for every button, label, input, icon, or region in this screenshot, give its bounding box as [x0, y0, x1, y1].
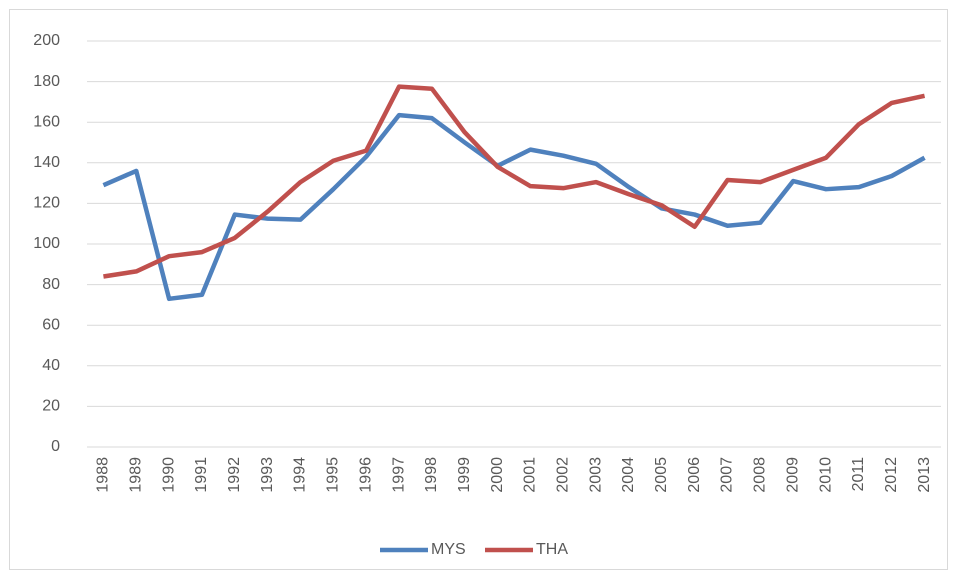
x-tick-label: 1996 — [357, 457, 374, 493]
x-tick-label: 1993 — [259, 457, 276, 493]
x-tick-label: 2011 — [850, 457, 867, 492]
x-tick-label: 2010 — [817, 457, 834, 493]
x-tick-label: 1989 — [127, 457, 144, 493]
x-tick-label: 2013 — [916, 457, 933, 493]
x-tick-label: 1988 — [95, 457, 112, 493]
y-tick-label: 40 — [42, 357, 60, 374]
x-tick-label: 1997 — [390, 457, 407, 493]
y-tick-label: 180 — [33, 73, 60, 90]
x-tick-label: 2009 — [784, 457, 801, 493]
x-tick-label: 2005 — [653, 457, 670, 493]
x-tick-label: 2006 — [686, 457, 703, 493]
x-tick-label: 1999 — [456, 457, 473, 493]
y-tick-label: 60 — [42, 316, 60, 333]
x-tick-label: 2007 — [719, 457, 736, 493]
x-tick-label: 2001 — [522, 457, 539, 493]
y-tick-label: 0 — [51, 438, 60, 455]
y-tick-label: 140 — [33, 154, 60, 171]
x-tick-label: 1995 — [325, 457, 342, 493]
x-tick-label: 2012 — [883, 457, 900, 493]
y-tick-label: 80 — [42, 276, 60, 293]
x-tick-label: 1991 — [193, 457, 210, 493]
x-tick-label: 2008 — [752, 457, 769, 493]
x-tick-label: 1994 — [292, 457, 309, 493]
y-tick-label: 20 — [42, 398, 60, 415]
legend-label: THA — [536, 541, 568, 558]
series-line — [103, 84, 926, 279]
chart-border — [9, 9, 948, 570]
x-tick-label: 2002 — [554, 457, 571, 493]
series-line — [102, 112, 926, 302]
y-tick-label: 120 — [33, 195, 60, 212]
x-tick-label: 2004 — [620, 457, 637, 493]
x-tick-label: 2000 — [489, 457, 506, 493]
x-tick-label: 1992 — [226, 457, 243, 493]
y-tick-label: 100 — [33, 235, 60, 252]
y-tick-label: 160 — [33, 113, 60, 130]
y-tick-label: 200 — [33, 32, 60, 49]
x-tick-label: 2003 — [587, 457, 604, 493]
x-tick-label: 1990 — [160, 457, 177, 493]
legend-label: MYS — [431, 541, 466, 558]
x-tick-label: 1998 — [423, 457, 440, 493]
